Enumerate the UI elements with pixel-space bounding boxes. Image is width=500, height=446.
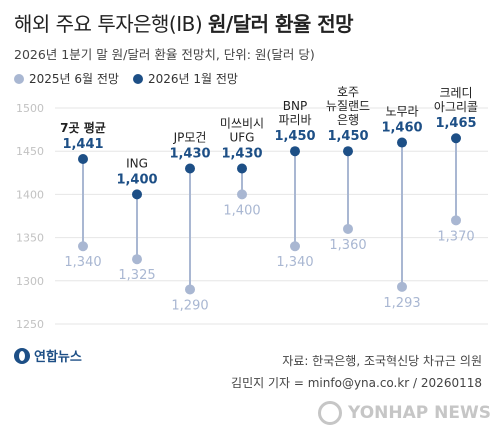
value-label-jun2025: 1,290	[171, 298, 208, 313]
y-tick-label: 1300	[16, 275, 44, 288]
chart-subtitle: 2026년 1분기 말 원/달러 환율 전망치, 단위: 원(달러 당)	[14, 47, 315, 62]
watermark-logo-icon	[318, 401, 342, 425]
source-note: 자료: 한국은행, 조국혁신당 차규근 의원	[282, 354, 482, 368]
point-jan2026	[237, 163, 247, 174]
value-label-jan2026: 1,430	[169, 146, 210, 161]
legend-swatch-jun2025	[14, 73, 24, 84]
value-label-jan2026: 1,460	[381, 121, 422, 136]
value-label-jun2025: 1,360	[329, 238, 366, 253]
value-label-jan2026: 1,450	[327, 129, 368, 144]
category-label: 7곳 평균	[60, 121, 106, 135]
y-tick-label: 1400	[16, 188, 44, 201]
value-label-jun2025: 1,293	[383, 296, 420, 311]
category-label: 호주	[337, 85, 359, 99]
point-jun2025	[78, 241, 88, 252]
category-label: 미쓰비시	[220, 116, 264, 130]
y-tick-label: 1500	[16, 102, 44, 115]
byline: 김민지 기자 = minfo@yna.co.kr / 20260118	[231, 376, 482, 390]
title-prefix: 해외 주요 투자은행(IB)	[14, 12, 208, 36]
value-label-jan2026: 1,465	[435, 116, 476, 131]
point-jan2026	[397, 137, 407, 148]
legend-swatch-jan2026	[132, 73, 143, 84]
legend: 2025년 6월 전망 2026년 1월 전망	[14, 70, 238, 87]
category-label: 아그리콜	[434, 100, 478, 114]
category-label: JP모건	[173, 130, 207, 144]
category-label: ING	[126, 156, 148, 170]
value-label-jun2025: 1,325	[118, 268, 155, 283]
legend-item-jan2026: 2026년 1월 전망	[132, 70, 238, 87]
point-jan2026	[451, 133, 461, 144]
category-label: 노무라	[385, 105, 418, 119]
point-jun2025	[185, 284, 195, 295]
value-label-jun2025: 1,340	[276, 255, 313, 270]
watermark-text: YONHAP NEWS	[348, 403, 491, 423]
category-label: 크레디	[439, 86, 472, 100]
category-label: BNP	[283, 99, 307, 113]
value-label-jan2026: 1,400	[116, 172, 157, 187]
category-label: 은행	[337, 112, 359, 127]
point-jan2026	[343, 146, 353, 157]
value-label-jun2025: 1,340	[64, 255, 101, 270]
logo-text: 연합뉴스	[34, 350, 82, 365]
y-tick-label: 1450	[16, 145, 44, 158]
yonhap-logo: 연합뉴스	[14, 346, 82, 365]
legend-item-jun2025: 2025년 6월 전망	[14, 70, 119, 87]
legend-label-jun2025: 2025년 6월 전망	[29, 72, 119, 86]
value-label-jan2026: 1,450	[274, 129, 315, 144]
point-jun2025	[132, 254, 142, 265]
y-tick-label: 1350	[16, 232, 44, 245]
value-label-jan2026: 1,430	[221, 146, 262, 161]
y-tick-label: 1250	[16, 318, 44, 331]
value-label-jan2026: 1,441	[62, 137, 103, 152]
chart-title: 해외 주요 투자은행(IB) 원/달러 환율 전망	[14, 8, 354, 37]
watermark: YONHAP NEWS	[318, 401, 491, 425]
legend-label-jan2026: 2026년 1월 전망	[147, 72, 238, 86]
value-label-jun2025: 1,400	[223, 203, 260, 218]
point-jun2025	[290, 241, 300, 252]
category-label: UFG	[230, 130, 255, 144]
point-jan2026	[185, 163, 195, 174]
point-jan2026	[78, 153, 88, 164]
point-jun2025	[451, 215, 461, 226]
yonhap-logo-icon	[14, 347, 30, 364]
category-label: 뉴질랜드	[326, 99, 370, 113]
point-jun2025	[237, 189, 247, 200]
category-label: 파리바	[278, 113, 311, 127]
point-jun2025	[397, 281, 407, 292]
point-jan2026	[132, 189, 142, 200]
title-bold: 원/달러 환율 전망	[208, 12, 354, 36]
point-jan2026	[290, 146, 300, 157]
point-jun2025	[343, 223, 353, 234]
value-label-jun2025: 1,370	[437, 229, 474, 244]
